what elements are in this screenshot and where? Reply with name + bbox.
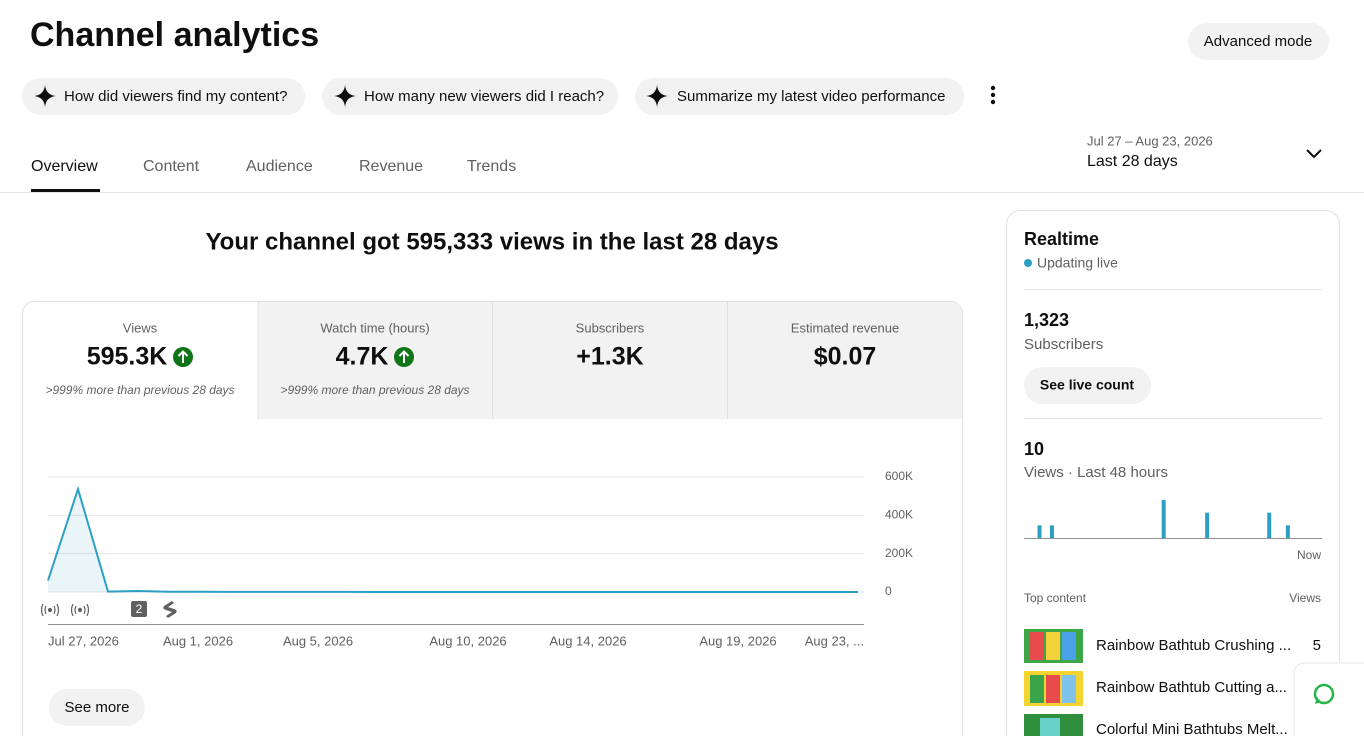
tab-underline xyxy=(31,189,100,192)
x-tick-label: Aug 14, 2026 xyxy=(549,633,626,648)
x-tick-label: Aug 23, ... xyxy=(805,633,864,648)
views-chart: 2 0 200K 400K 600K Jul 27, 2026 Aug 1, 2026 Au… xyxy=(40,469,913,648)
x-tick-label: Aug 19, 2026 xyxy=(699,633,776,648)
views-label: Views · Last 48 hours xyxy=(1024,464,1168,481)
widget-background xyxy=(1293,662,1364,736)
subscriber-label: Subscribers xyxy=(1024,336,1103,353)
video-views: 5 xyxy=(1313,637,1321,654)
tab[interactable]: Overview xyxy=(31,158,98,175)
metric-label: Watch time (hours) xyxy=(320,320,429,335)
bar xyxy=(1037,525,1042,538)
live-dot xyxy=(1024,259,1032,267)
y-tick-label: 600K xyxy=(885,469,913,483)
prompt-label: Summarize my latest video performance xyxy=(677,88,945,105)
trend-arrow xyxy=(398,350,410,363)
advanced-mode-label: Advanced mode xyxy=(1204,33,1312,50)
metric-note: >999% more than previous 28 days xyxy=(280,383,469,397)
prompt-chips: How did viewers find my content? How man… xyxy=(22,78,996,115)
realtime-status: Updating live xyxy=(1037,255,1118,271)
thumbnail[interactable] xyxy=(1024,629,1083,663)
live-count-label: See live count xyxy=(1040,377,1134,393)
tab-background xyxy=(258,302,962,419)
tab[interactable]: Trends xyxy=(467,158,516,175)
realtime-title: Realtime xyxy=(1024,229,1099,249)
video-title[interactable]: Rainbow Bathtub Cutting a... xyxy=(1096,679,1287,696)
metric-note: >999% more than previous 28 days xyxy=(45,383,234,397)
prompt-chip[interactable] xyxy=(22,78,305,115)
video-title[interactable]: Rainbow Bathtub Crushing ... xyxy=(1096,637,1291,654)
summary: Your channel got 595,333 views in the la… xyxy=(205,228,778,255)
prompt-chip[interactable] xyxy=(635,78,964,115)
thumbnail[interactable] xyxy=(1024,714,1083,736)
metric-value: +1.3K xyxy=(576,343,643,371)
top-content-header: Top content xyxy=(1024,591,1087,605)
tab[interactable]: Revenue xyxy=(359,158,423,175)
y-tick-label: 400K xyxy=(885,508,913,522)
views-count: 10 xyxy=(1024,439,1044,459)
subscriber-count: 1,323 xyxy=(1024,310,1069,330)
views-header: Views xyxy=(1289,591,1321,605)
live-icons xyxy=(40,603,90,617)
bar xyxy=(1049,525,1054,538)
metric-value: $0.07 xyxy=(814,343,877,371)
metric-label: Views xyxy=(123,320,158,335)
tabs: Overview Content Audience Revenue Trends xyxy=(31,158,516,192)
bar xyxy=(1267,512,1272,538)
bar xyxy=(1161,500,1166,538)
date-range: Jul 27 – Aug 23, 2026 xyxy=(1087,133,1213,148)
metric-label: Estimated revenue xyxy=(791,320,899,335)
dropdown-chevron[interactable] xyxy=(1306,149,1322,159)
metric-value: 595.3K xyxy=(87,343,168,371)
y-tick-label: 0 xyxy=(885,584,892,598)
prompt-label: How many new viewers did I reach? xyxy=(364,88,604,105)
tab[interactable]: Audience xyxy=(246,158,313,175)
date-range-label[interactable]: Last 28 days xyxy=(1087,153,1178,170)
prompt-label: How did viewers find my content? xyxy=(64,88,287,105)
sparkle-icon xyxy=(334,85,356,107)
tab[interactable]: Content xyxy=(143,158,200,175)
y-tick-label: 200K xyxy=(885,546,913,560)
prompt-chip[interactable] xyxy=(322,78,618,115)
more-menu[interactable] xyxy=(990,85,996,105)
annotation-count: 2 xyxy=(136,602,143,616)
line xyxy=(47,485,858,593)
thumbnail[interactable] xyxy=(1024,671,1083,706)
panel xyxy=(1006,210,1340,736)
video-title[interactable]: Colorful Mini Bathtubs Melt... xyxy=(1096,721,1288,736)
page-title: Channel analytics xyxy=(30,16,319,54)
annotation-badge[interactable] xyxy=(131,601,147,617)
advanced-mode-button[interactable] xyxy=(1188,23,1329,60)
x-tick-label: Aug 10, 2026 xyxy=(429,633,506,648)
x-tick-label: Aug 1, 2026 xyxy=(163,633,233,648)
bar xyxy=(1205,512,1210,538)
x-tick-label: Aug 5, 2026 xyxy=(283,633,353,648)
metric-value: 4.7K xyxy=(336,343,389,371)
bar xyxy=(1285,525,1290,538)
trend-arrow xyxy=(177,350,189,363)
see-more-button[interactable] xyxy=(49,689,145,726)
chat-icon xyxy=(1313,683,1335,705)
sparkle-icon xyxy=(646,85,668,107)
sparkle-icon xyxy=(34,85,56,107)
x-tick-label: Jul 27, 2026 xyxy=(48,633,119,648)
shorts-icon[interactable] xyxy=(163,601,177,618)
x-tick-label: Now xyxy=(1297,548,1321,562)
see-more-label: See more xyxy=(64,699,129,716)
metrics-card: Views 595.3K >999% more than previous 28… xyxy=(22,301,963,736)
chat-icon-tail xyxy=(1315,697,1321,704)
chat-widget[interactable] xyxy=(1293,662,1364,736)
metric-label: Subscribers xyxy=(576,320,645,335)
realtime-panel: Realtime Updating live 1,323 Subscribers… xyxy=(1006,210,1340,736)
live-count-button[interactable] xyxy=(1024,367,1151,404)
